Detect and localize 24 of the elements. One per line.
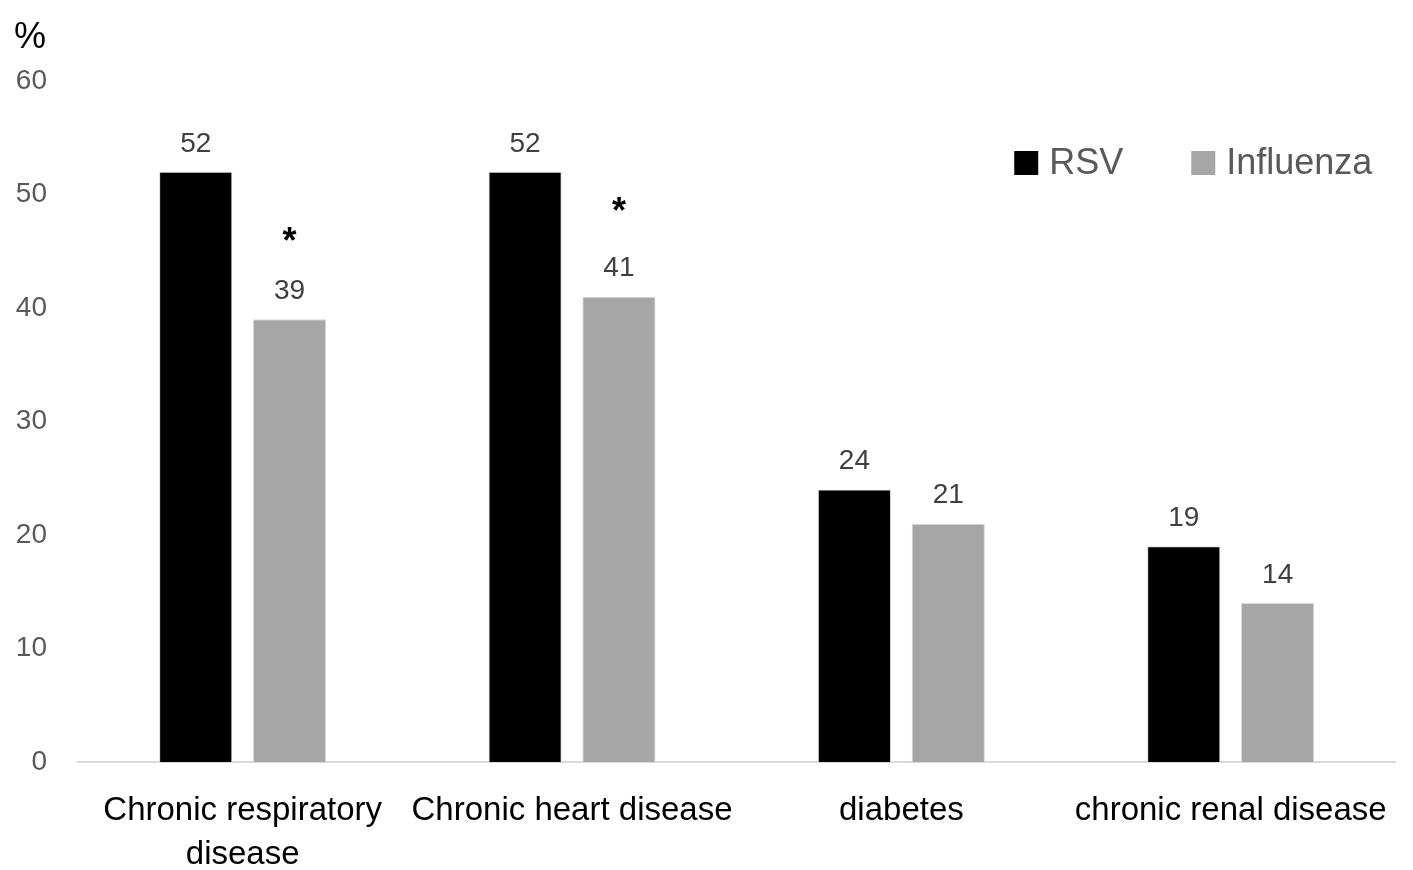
data-label: 52 xyxy=(509,126,541,158)
y-tick-label: 40 xyxy=(15,290,47,322)
legend-label: Influenza xyxy=(1226,140,1374,182)
y-tick-label: 20 xyxy=(15,517,47,549)
data-label: 24 xyxy=(838,444,871,476)
annotation: * xyxy=(282,220,297,262)
annotation: * xyxy=(611,189,626,231)
x-tick-label: diabetes xyxy=(838,789,964,827)
data-label: 41 xyxy=(603,251,635,283)
x-tick-label: Chronic heart disease xyxy=(411,789,733,827)
data-label: 19 xyxy=(1168,501,1200,533)
y-tick-label: 60 xyxy=(15,63,47,95)
y-tick-label: 30 xyxy=(15,404,47,436)
y-tick-label: 50 xyxy=(15,177,47,209)
data-label: 52 xyxy=(180,126,212,158)
legend-label: RSV xyxy=(1049,140,1124,182)
data-label: 39 xyxy=(274,274,306,306)
data-label: 14 xyxy=(1262,557,1294,589)
y-tick-label: 10 xyxy=(15,631,47,663)
y-axis-title: % xyxy=(14,14,47,56)
y-tick-label: 0 xyxy=(31,744,47,776)
x-tick-label: chronic renal disease xyxy=(1074,789,1387,827)
x-tick-label: Chronic respiratory disease xyxy=(103,789,383,870)
data-label: 21 xyxy=(932,478,964,510)
